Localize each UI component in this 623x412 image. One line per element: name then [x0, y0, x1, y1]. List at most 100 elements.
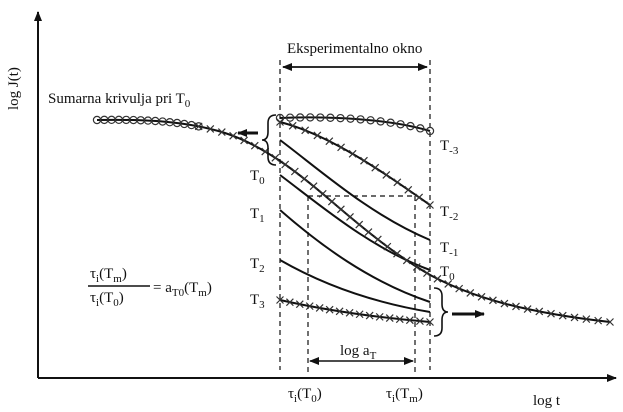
cross-marker [489, 296, 497, 305]
cross-marker [382, 171, 391, 179]
cross-marker [276, 118, 284, 126]
cross-marker [345, 308, 354, 317]
cross-marker [375, 312, 384, 321]
curve-t-1 [279, 139, 431, 241]
cross-marker [385, 314, 394, 322]
cross-marker [364, 228, 373, 236]
ratio-numerator: τi(Tm) [90, 266, 127, 285]
cross-marker [444, 279, 453, 288]
cross-marker [426, 318, 434, 326]
cross-marker [393, 178, 402, 187]
cross-marker [594, 316, 603, 325]
curve-t1 [279, 209, 431, 303]
cross-marker [535, 307, 544, 316]
circle-marker [346, 114, 355, 123]
label-t0-left: T0 [250, 168, 265, 187]
cross-marker [217, 128, 226, 136]
cross-marker [240, 136, 249, 145]
cross-marker [318, 189, 327, 198]
cross-marker [348, 149, 357, 158]
circle-marker [194, 122, 203, 131]
cross-marker [415, 317, 424, 326]
cross-marker [194, 122, 203, 131]
circle-marker [326, 113, 335, 122]
x-axis-label: log t [533, 393, 561, 409]
label-t-2: T-2 [440, 204, 458, 223]
circle-marker [295, 113, 305, 122]
cross-marker [285, 298, 294, 307]
y-axis-label: log J(t) [6, 67, 22, 110]
cross-marker [305, 302, 314, 311]
cross-marker [300, 174, 309, 183]
cross-marker [415, 193, 424, 202]
circle-marker [366, 116, 375, 125]
cross-marker [558, 311, 567, 320]
right-brace [433, 287, 449, 337]
circle-marker [386, 118, 395, 127]
circle-marker [336, 113, 345, 123]
curve-t-2 [279, 121, 431, 206]
cross-marker [523, 305, 532, 314]
curve-t2 [279, 259, 431, 313]
cross-marker [365, 311, 374, 320]
cross-marker [336, 205, 345, 214]
cross-marker [455, 284, 464, 293]
cross-marker [327, 197, 336, 206]
cross-marker [206, 124, 215, 133]
cross-marker [512, 302, 520, 311]
label-t1: T1 [250, 206, 265, 225]
cross-marker [313, 131, 322, 140]
cross-marker [288, 121, 297, 130]
cross-marker [606, 318, 614, 326]
cross-marker [360, 156, 368, 165]
cross-marker [570, 313, 579, 322]
cross-marker [395, 315, 404, 324]
circle-marker [406, 121, 415, 131]
cross-marker [325, 305, 334, 314]
cross-marker [271, 153, 280, 162]
label-t3: T3 [250, 292, 265, 311]
tick-tau-tm: τi(Tm) [386, 386, 423, 405]
cross-marker [393, 249, 401, 258]
label-t2: T2 [250, 256, 265, 275]
cross-marker [355, 310, 364, 319]
cross-marker [500, 299, 509, 308]
cross-marker [582, 315, 591, 324]
cross-marker [335, 307, 344, 316]
cross-marker [402, 256, 411, 265]
curve-t0 [279, 174, 431, 271]
cross-marker [373, 235, 382, 244]
label-t-3: T-3 [440, 138, 459, 157]
cross-marker [276, 296, 284, 304]
cross-marker [412, 263, 421, 271]
cross-marker [309, 182, 318, 191]
curve-t3 [279, 299, 431, 323]
circle-marker [285, 113, 295, 122]
label-t-1: T-1 [440, 240, 458, 259]
cross-marker [337, 143, 345, 152]
circle-marker [416, 124, 425, 133]
cross-marker [383, 242, 392, 251]
cross-marker [405, 316, 414, 325]
cross-marker [426, 201, 434, 209]
cross-marker [315, 304, 324, 312]
circle-marker [396, 120, 405, 129]
cross-marker [250, 141, 259, 150]
circle-marker [306, 113, 315, 122]
cross-marker [355, 220, 364, 229]
cross-marker [547, 309, 555, 318]
master-curve-label: Sumarna krivulja pri T0 [48, 91, 191, 110]
cross-marker [346, 213, 354, 221]
circle-marker [356, 115, 365, 124]
ratio-rhs: = aT0(Tm) [153, 280, 212, 299]
cross-marker [301, 126, 310, 135]
label-t0-right: T0 [440, 264, 455, 283]
shift-label: log aT [340, 343, 377, 362]
cross-marker [295, 300, 304, 309]
cross-marker [290, 167, 299, 176]
tick-tau-t0: τi(T0) [288, 386, 322, 405]
circle-marker [425, 126, 435, 136]
circle-marker [316, 113, 325, 122]
left-brace [261, 114, 277, 166]
